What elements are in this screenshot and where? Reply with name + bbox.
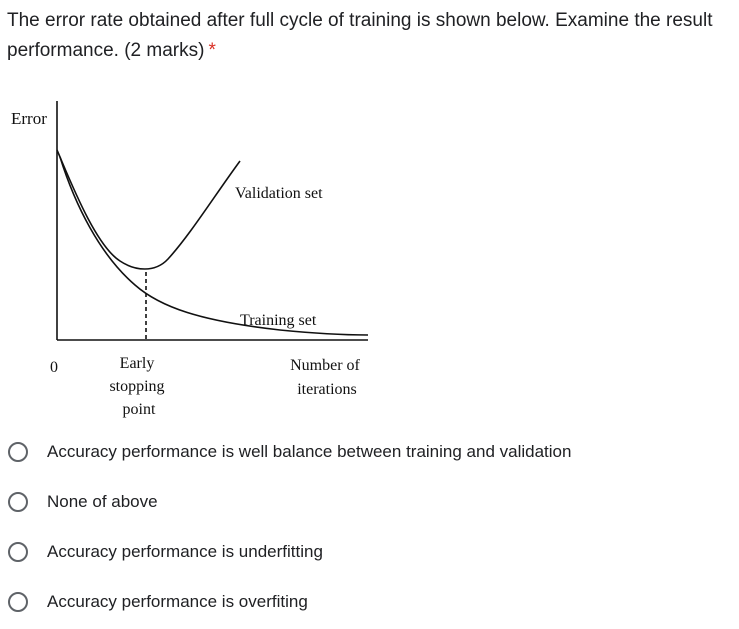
option-label: Accuracy performance is overfiting <box>47 592 308 611</box>
error-chart: Error 0 Validation set Training set Earl… <box>0 95 400 435</box>
y-axis-label: Error <box>11 109 47 128</box>
early-stopping-label-line: point <box>123 401 156 418</box>
option-balanced[interactable]: Accuracy performance is well balance bet… <box>8 437 571 467</box>
radio-button[interactable] <box>8 542 28 562</box>
radio-button[interactable] <box>8 492 28 512</box>
radio-button[interactable] <box>8 442 28 462</box>
training-curve <box>59 156 369 336</box>
required-asterisk: * <box>208 40 216 61</box>
option-label: Accuracy performance is well balance bet… <box>47 442 572 461</box>
validation-curve <box>56 149 241 270</box>
option-none[interactable]: None of above <box>8 487 158 517</box>
question-text: The error rate obtained after full cycle… <box>7 10 713 61</box>
validation-series-label: Validation set <box>235 185 323 202</box>
training-series-label: Training set <box>240 312 317 329</box>
option-underfitting[interactable]: Accuracy performance is underfitting <box>8 537 323 567</box>
early-stopping-label: Early stopping point <box>109 355 168 418</box>
option-overfitting[interactable]: Accuracy performance is overfiting <box>8 587 308 617</box>
x-origin-label: 0 <box>50 359 58 376</box>
option-label: Accuracy performance is underfitting <box>47 542 323 561</box>
option-label: None of above <box>47 492 158 511</box>
x-axis-label-line: Number of <box>290 357 360 374</box>
early-stopping-label-line: stopping <box>109 378 164 395</box>
x-axis-label: Number of iterations <box>290 357 364 398</box>
error-chart-svg: Error 0 Validation set Training set Earl… <box>11 101 369 418</box>
radio-button[interactable] <box>8 592 28 612</box>
question-title: The error rate obtained after full cycle… <box>7 6 732 66</box>
early-stopping-label-line: Early <box>120 355 155 372</box>
x-axis-label-line: iterations <box>297 381 357 398</box>
